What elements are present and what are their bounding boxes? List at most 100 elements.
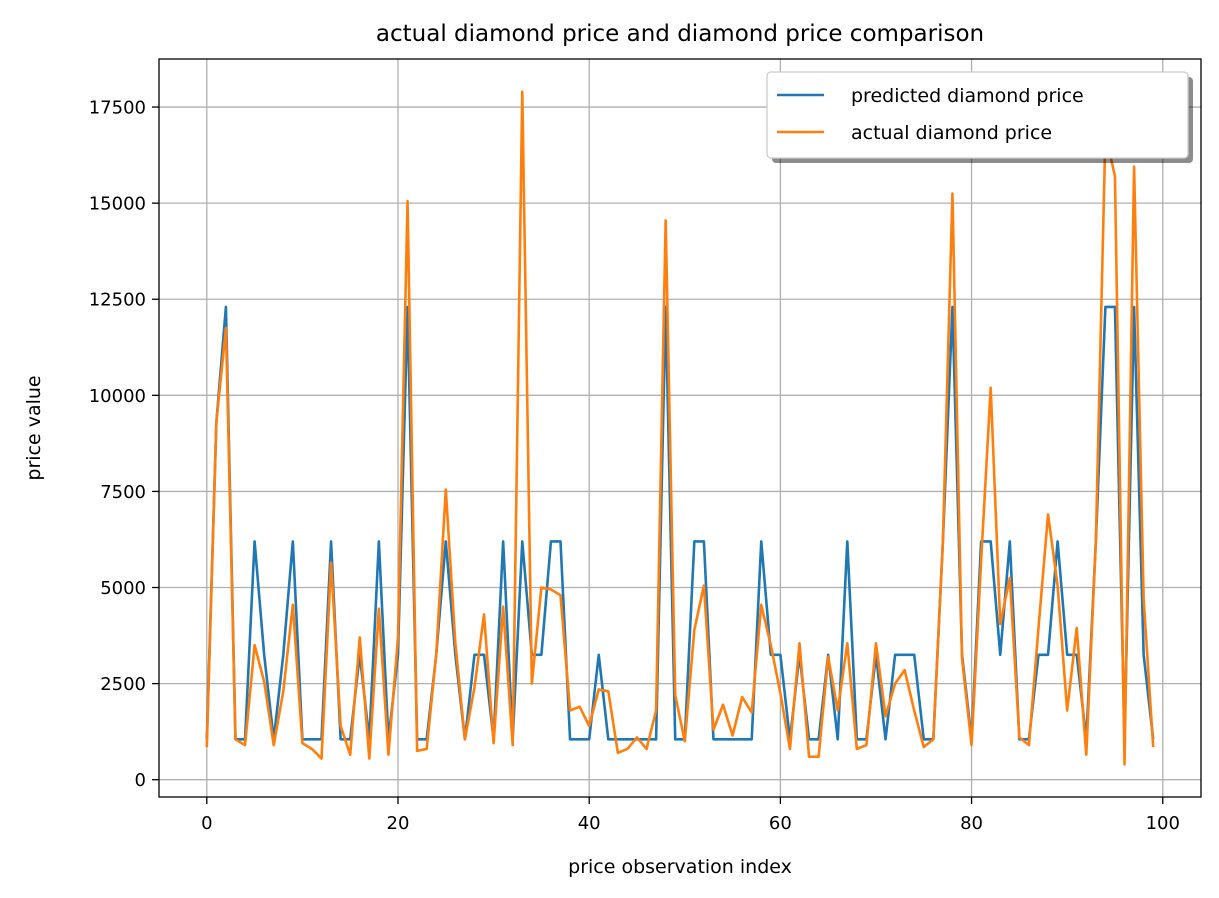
data-point bbox=[501, 539, 505, 543]
series-group bbox=[205, 305, 1155, 741]
data-point bbox=[683, 739, 687, 743]
data-point bbox=[797, 641, 801, 645]
data-point bbox=[214, 420, 218, 424]
data-point bbox=[616, 751, 620, 755]
data-point bbox=[320, 757, 324, 761]
data-point bbox=[721, 703, 725, 707]
tick-layer: 0 20 40 60 80 100 0 2500 5000 7500 10000 12500 15000… bbox=[89, 98, 1180, 834]
data-point bbox=[262, 680, 266, 684]
data-point bbox=[386, 753, 390, 757]
data-point bbox=[979, 559, 983, 563]
data-point bbox=[912, 653, 916, 657]
data-point bbox=[300, 741, 304, 745]
data-point bbox=[778, 653, 782, 657]
data-point bbox=[606, 737, 610, 741]
data-point bbox=[1017, 735, 1021, 739]
data-point bbox=[989, 539, 993, 543]
data-point bbox=[291, 539, 295, 543]
data-point bbox=[788, 747, 792, 751]
data-point bbox=[759, 603, 763, 607]
data-point bbox=[482, 653, 486, 657]
data-point bbox=[836, 709, 840, 713]
series-group bbox=[205, 90, 1155, 766]
data-point bbox=[329, 539, 333, 543]
legend: predicted diamond price actual diamond pr… bbox=[766, 71, 1193, 163]
data-point bbox=[884, 737, 888, 741]
data-point bbox=[434, 653, 438, 657]
data-point bbox=[339, 737, 343, 741]
data-point bbox=[1065, 653, 1069, 657]
data-point bbox=[549, 587, 553, 591]
data-point bbox=[989, 386, 993, 390]
data-point bbox=[530, 682, 534, 686]
legend-label: predicted diamond price bbox=[851, 85, 1084, 107]
series-line-0 bbox=[205, 305, 1155, 741]
data-point bbox=[549, 539, 553, 543]
data-point bbox=[740, 695, 744, 699]
data-point bbox=[520, 90, 524, 94]
chart-title: actual diamond price and diamond price c… bbox=[376, 21, 984, 47]
data-point bbox=[711, 728, 715, 732]
data-point bbox=[1008, 576, 1012, 580]
y-tick-label: 17500 bbox=[89, 98, 146, 119]
data-point bbox=[406, 199, 410, 203]
data-point bbox=[1142, 597, 1146, 601]
data-point bbox=[625, 747, 629, 751]
legend-box bbox=[766, 71, 1189, 159]
data-point bbox=[262, 653, 266, 657]
data-point bbox=[444, 539, 448, 543]
data-point bbox=[310, 747, 314, 751]
data-point bbox=[1113, 174, 1117, 178]
data-point bbox=[568, 737, 572, 741]
data-point bbox=[578, 705, 582, 709]
data-point bbox=[205, 745, 209, 749]
data-point bbox=[587, 724, 591, 728]
data-point bbox=[1132, 165, 1136, 169]
data-point bbox=[291, 603, 295, 607]
series-layer bbox=[205, 90, 1155, 766]
data-point bbox=[1094, 539, 1098, 543]
data-point bbox=[893, 653, 897, 657]
data-point bbox=[931, 737, 935, 741]
data-point bbox=[358, 635, 362, 639]
data-point bbox=[597, 687, 601, 691]
data-point bbox=[396, 635, 400, 639]
data-point bbox=[654, 737, 658, 741]
x-tick-label: 40 bbox=[578, 813, 601, 834]
data-point bbox=[1075, 626, 1079, 630]
data-point bbox=[1065, 709, 1069, 713]
data-point bbox=[377, 539, 381, 543]
data-point bbox=[1046, 653, 1050, 657]
data-point bbox=[998, 622, 1002, 626]
y-axis-label: price value bbox=[23, 375, 45, 480]
data-point bbox=[281, 689, 285, 693]
data-point bbox=[1123, 762, 1127, 766]
x-axis-label: price observation index bbox=[568, 856, 792, 878]
data-point bbox=[224, 326, 228, 330]
data-point bbox=[645, 747, 649, 751]
y-tick-label: 15000 bbox=[89, 194, 146, 215]
data-point bbox=[769, 643, 773, 647]
data-point bbox=[568, 709, 572, 713]
data-point bbox=[836, 737, 840, 741]
y-tick-label: 7500 bbox=[100, 482, 146, 503]
x-tick-label: 0 bbox=[201, 813, 212, 834]
data-point bbox=[692, 539, 696, 543]
data-point bbox=[826, 655, 830, 659]
data-point bbox=[960, 657, 964, 661]
data-point bbox=[233, 737, 237, 741]
data-point bbox=[817, 755, 821, 759]
data-point bbox=[864, 743, 868, 747]
series-line-1 bbox=[205, 90, 1155, 766]
data-point bbox=[492, 741, 496, 745]
data-point bbox=[243, 743, 247, 747]
y-tick-label: 5000 bbox=[100, 578, 146, 599]
data-point bbox=[444, 488, 448, 492]
y-tick-label: 0 bbox=[135, 770, 146, 791]
data-point bbox=[1151, 745, 1155, 749]
data-point bbox=[587, 737, 591, 741]
data-point bbox=[941, 539, 945, 543]
data-point bbox=[272, 743, 276, 747]
data-point bbox=[702, 539, 706, 543]
